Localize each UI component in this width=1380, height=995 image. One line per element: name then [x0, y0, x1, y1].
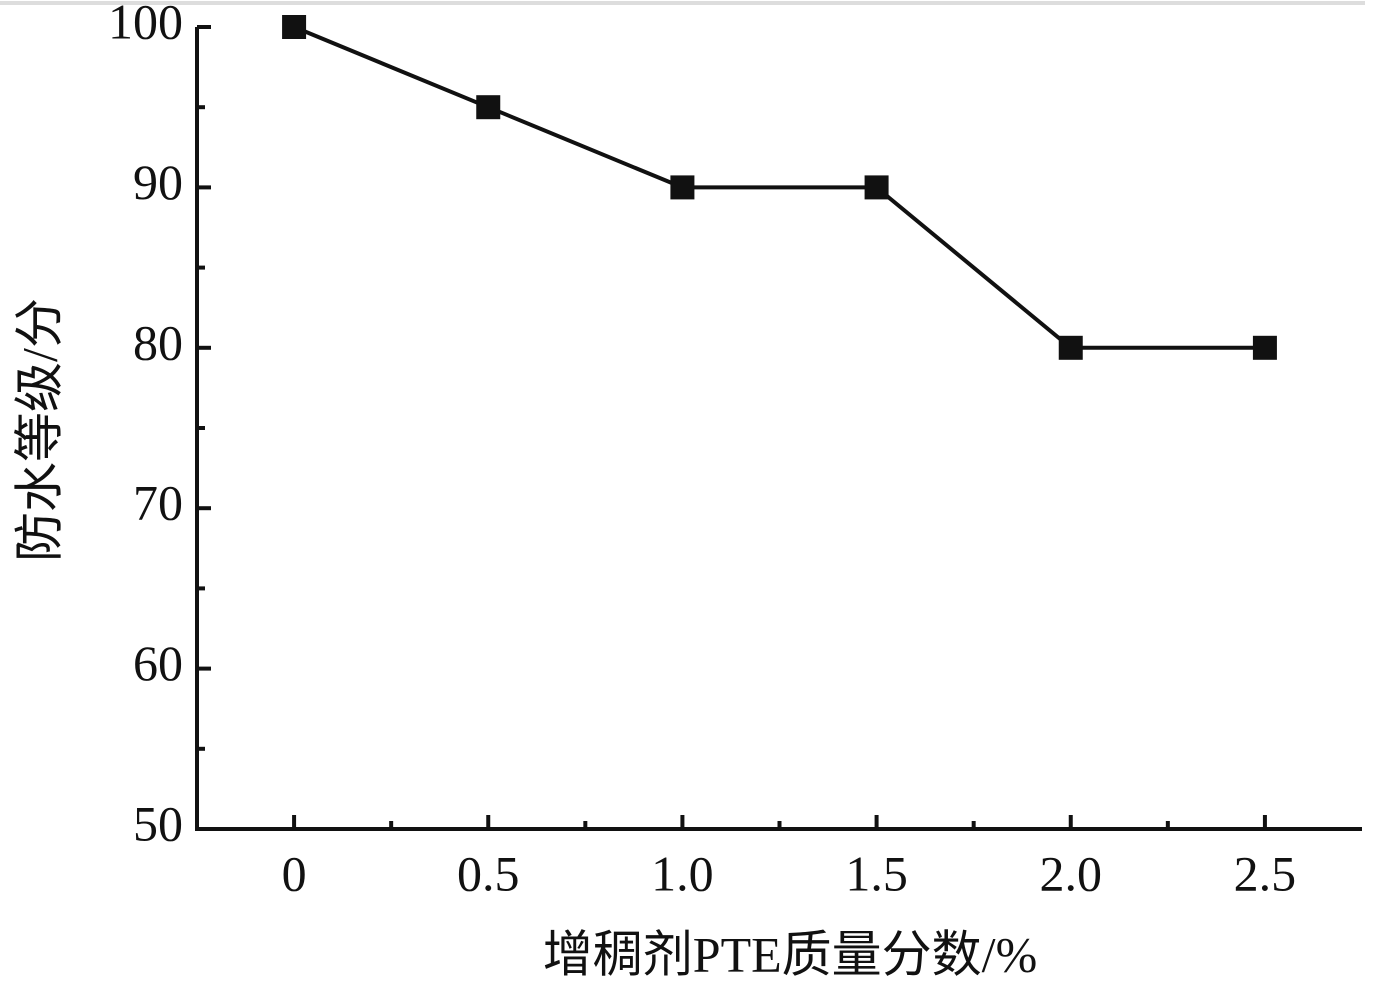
marker [1252, 335, 1277, 360]
x-tick-label: 2.0 [1040, 845, 1103, 901]
y-tick-label: 60 [133, 635, 183, 691]
x-axis-title: 增稠剂PTE质量分数/% [543, 926, 1037, 982]
y-tick-label: 90 [133, 154, 183, 210]
y-tick-label: 100 [108, 0, 183, 49]
marker [1058, 335, 1083, 360]
marker [670, 175, 695, 200]
marker [864, 175, 889, 200]
y-tick-label: 70 [133, 475, 183, 531]
x-tick-label: 0.5 [457, 845, 520, 901]
x-tick-label: 1.0 [651, 845, 714, 901]
marker [476, 95, 501, 120]
x-tick-label: 0 [282, 845, 307, 901]
y-axis-title: 防水等级/分 [11, 298, 67, 562]
marker [282, 15, 307, 39]
x-tick-label: 2.5 [1234, 845, 1297, 901]
series-line [293, 25, 1265, 350]
y-tick-label: 80 [133, 314, 183, 370]
x-tick-label: 1.5 [845, 845, 908, 901]
y-tick-label: 50 [133, 795, 183, 851]
